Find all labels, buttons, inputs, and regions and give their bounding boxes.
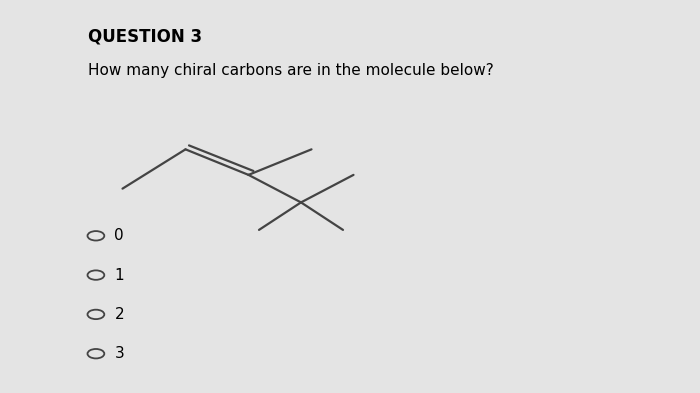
Text: 1: 1 xyxy=(114,268,124,283)
Text: How many chiral carbons are in the molecule below?: How many chiral carbons are in the molec… xyxy=(88,63,494,78)
Text: 2: 2 xyxy=(114,307,124,322)
Text: 0: 0 xyxy=(114,228,124,243)
Text: 3: 3 xyxy=(114,346,124,361)
Text: QUESTION 3: QUESTION 3 xyxy=(88,28,202,46)
